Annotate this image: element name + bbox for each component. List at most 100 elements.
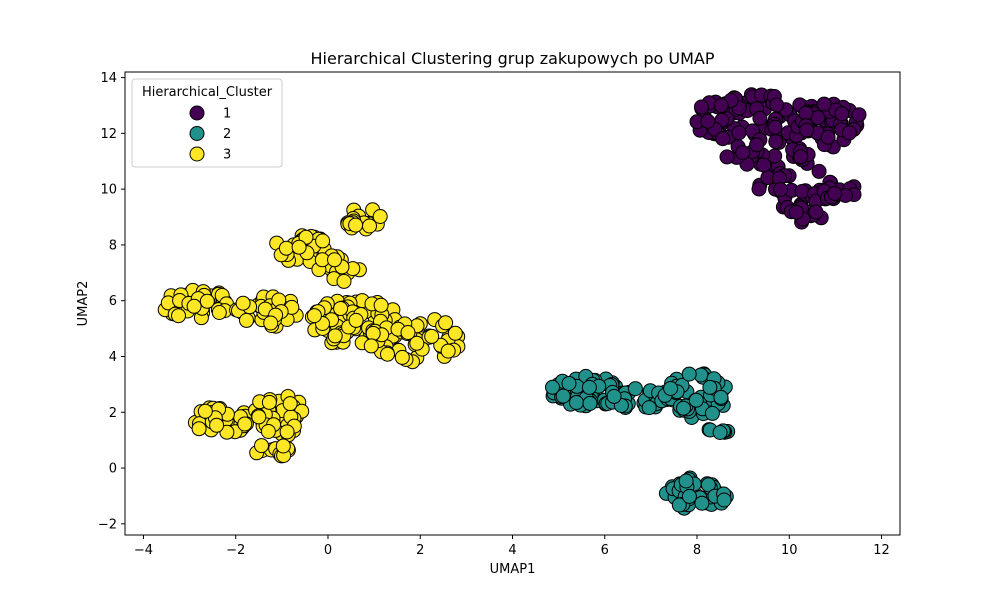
- cluster-1-point: [808, 204, 824, 220]
- cluster-3-point: [211, 305, 227, 320]
- cluster-3-point: [336, 273, 352, 289]
- cluster-3-point: [372, 209, 388, 224]
- cluster-3-point: [260, 424, 276, 439]
- cluster-3-point: [209, 417, 225, 433]
- cluster-3-point: [380, 346, 395, 362]
- cluster-2-point: [582, 395, 598, 411]
- cluster-1-point: [751, 181, 767, 197]
- cluster-2-point: [694, 495, 710, 511]
- cluster-3-point: [199, 293, 215, 309]
- y-tick-label: 6: [109, 294, 117, 309]
- cluster-3-point: [186, 298, 202, 314]
- y-tick-label: 12: [100, 127, 117, 142]
- cluster-1-point: [793, 149, 809, 165]
- cluster-3-point: [365, 325, 381, 341]
- cluster-3-point: [348, 312, 364, 328]
- x-tick-label: 12: [873, 543, 890, 558]
- cluster-3-point: [197, 403, 213, 419]
- cluster-2-point: [606, 388, 622, 404]
- y-tick-label: 0: [109, 462, 117, 477]
- cluster-3-point: [327, 328, 343, 344]
- x-tick-label: 4: [508, 543, 516, 558]
- cluster-3-point: [219, 424, 235, 440]
- cluster-3-point: [424, 328, 440, 344]
- cluster-1-point: [700, 113, 716, 129]
- y-tick-label: 8: [109, 238, 117, 253]
- x-tick-label: −2: [226, 543, 245, 558]
- cluster-3-point: [363, 338, 379, 354]
- cluster-2-point: [561, 376, 577, 391]
- cluster-1-point: [788, 204, 804, 220]
- data-points: [157, 87, 867, 516]
- cluster-2-point: [581, 379, 597, 395]
- cluster-2-point: [671, 497, 687, 513]
- cluster-2-point: [641, 400, 657, 416]
- cluster-3-point: [282, 396, 298, 412]
- cluster-3-point: [278, 240, 294, 256]
- x-tick-label: 6: [601, 543, 609, 558]
- cluster-3-point: [447, 325, 463, 341]
- x-axis: −4 −2 0 2 4 6 8 10 12: [134, 535, 890, 558]
- cluster-2-point: [688, 392, 704, 408]
- cluster-2-point: [704, 405, 720, 421]
- legend-label-2: 2: [223, 127, 231, 142]
- cluster-3-point: [362, 218, 377, 234]
- y-tick-label: 2: [109, 406, 117, 421]
- cluster-3-point: [239, 312, 254, 328]
- x-tick-label: 0: [324, 543, 332, 558]
- cluster-1-point: [719, 149, 735, 165]
- cluster-2-point: [676, 400, 691, 416]
- cluster-2-point: [555, 388, 571, 404]
- cluster-1-point: [693, 99, 709, 115]
- cluster-2-point: [681, 366, 697, 382]
- y-tick-label: −2: [98, 517, 117, 532]
- legend-title: Hierarchical_Cluster: [142, 85, 273, 100]
- cluster-3-point: [315, 233, 331, 249]
- legend-box: [131, 78, 283, 168]
- cluster-1-point: [768, 134, 784, 150]
- cluster-2-point: [702, 379, 718, 395]
- cluster-1-point: [713, 98, 729, 113]
- cluster-3-point: [261, 394, 277, 410]
- legend-label-1: 1: [223, 107, 231, 122]
- cluster-1-point: [816, 96, 832, 112]
- cluster-3-point: [263, 315, 279, 331]
- y-axis: −2 0 2 4 6 8 10 12 14: [98, 71, 125, 532]
- x-tick-label: 8: [693, 543, 701, 558]
- cluster-3-point: [237, 416, 253, 432]
- cluster-3-point: [440, 343, 456, 359]
- cluster-1-point: [811, 163, 827, 179]
- x-axis-label: UMAP1: [490, 562, 536, 577]
- cluster-2-point: [716, 492, 732, 508]
- x-tick-label: −4: [134, 543, 153, 558]
- cluster-3-point: [291, 239, 307, 255]
- cluster-1-point: [773, 182, 789, 197]
- cluster-3-point: [333, 301, 349, 316]
- y-axis-label: UMAP2: [76, 281, 91, 327]
- cluster-1-point: [841, 125, 857, 141]
- cluster-1-point: [799, 122, 815, 138]
- legend: Hierarchical_Cluster 1 2 3: [131, 78, 283, 168]
- cluster-1-point: [756, 157, 772, 173]
- cluster-1-point: [834, 106, 850, 122]
- cluster-1-point: [731, 125, 747, 141]
- y-tick-label: 14: [100, 71, 117, 86]
- cluster-3-point: [235, 295, 251, 311]
- cluster-1-point: [827, 186, 843, 201]
- y-tick-label: 4: [109, 350, 117, 365]
- cluster-1-point: [715, 131, 731, 147]
- cluster-3-point: [306, 308, 322, 324]
- chart-title: Hierarchical Clustering grup zakupowych …: [311, 49, 715, 68]
- cluster-1-point: [752, 110, 768, 126]
- legend-label-3: 3: [223, 148, 231, 163]
- cluster-3-point: [275, 438, 291, 454]
- cluster-2-point: [678, 473, 694, 489]
- cluster-3-point: [327, 252, 342, 268]
- cluster-3-point: [251, 409, 267, 425]
- cluster-3-point: [409, 335, 425, 351]
- cluster-1-point: [749, 137, 765, 153]
- cluster-3-point: [191, 421, 207, 437]
- y-tick-label: 10: [100, 183, 117, 198]
- cluster-2-point: [627, 381, 643, 397]
